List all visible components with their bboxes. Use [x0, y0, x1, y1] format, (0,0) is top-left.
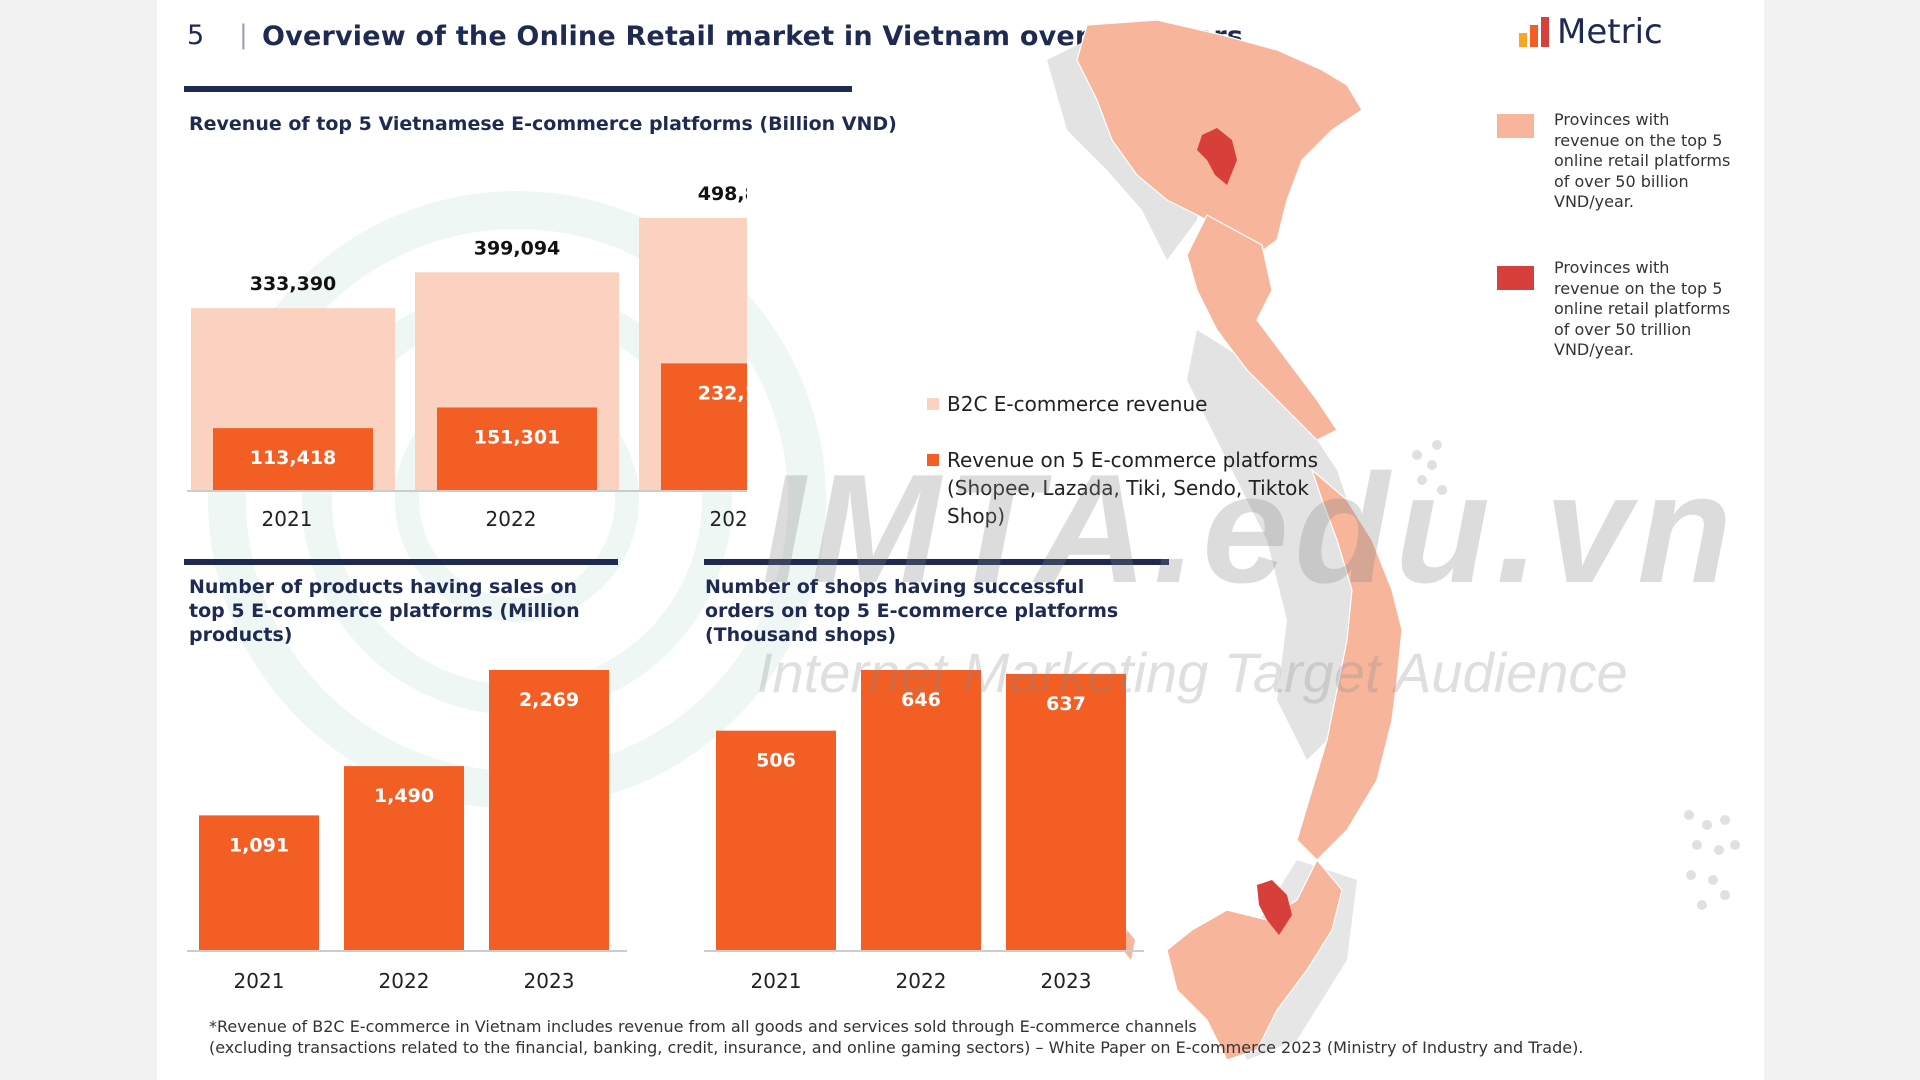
metric-logo: Metric — [1519, 12, 1663, 52]
legend-b2c-label: B2C E-commerce revenue — [947, 392, 1208, 416]
vietnam-map — [1047, 19, 1447, 1061]
map-north-central — [1186, 214, 1338, 441]
chart2-bar-2022 — [344, 766, 464, 950]
hanoi-highlight — [1197, 128, 1237, 185]
legend-platforms-label: Revenue on 5 E-commerce platforms (Shope… — [947, 448, 1319, 528]
map-legend-text-light: Provinces with revenue on the top 5 onli… — [1554, 110, 1731, 211]
chart1-label-b2c-2021: 333,390 — [250, 273, 337, 295]
map-legend-text-dark: Provinces with revenue on the top 5 onli… — [1554, 258, 1731, 359]
chart2-label-2022: 1,490 — [374, 785, 434, 807]
footnote-line2: (excluding transactions related to the f… — [209, 1038, 1584, 1057]
watermark-main: IMTA.edu.vn — [762, 442, 1738, 615]
chart3-label-2022: 646 — [901, 689, 941, 711]
chart2-products: 1,091 2021 1,490 2022 2,269 2023 — [187, 670, 627, 993]
chart3-bar-2023 — [1006, 673, 1126, 950]
chart3-xtick-2022: 2022 — [896, 969, 947, 993]
chart1-revenue: 333,390 113,418 2021 399,094 151,301 2022 498,… — [187, 183, 747, 531]
logo-text: Metric — [1557, 12, 1663, 52]
chart2-xtick-2023: 2023 — [524, 969, 575, 993]
chart2-rule — [184, 559, 618, 565]
map-legend-swatch-light — [1497, 114, 1534, 138]
chart3-bar-2022 — [861, 670, 981, 950]
chart3-title: Number of shops having successful orders… — [705, 576, 1119, 646]
legend-platforms: Revenue on 5 E-commerce platforms (Shope… — [927, 446, 1367, 530]
chart1-bar-platforms-2022 — [437, 407, 597, 490]
chart3-label-2021: 506 — [756, 750, 796, 772]
legend-b2c-swatch — [927, 398, 939, 410]
legend-platforms-swatch — [927, 454, 939, 466]
chart1-label-platforms-2021: 113,418 — [250, 447, 337, 469]
legend-b2c: B2C E-commerce revenue — [927, 390, 1207, 418]
chart3-bar-2021 — [716, 730, 836, 950]
chart1-bar-platforms-2023 — [661, 363, 747, 490]
page-number: 5 — [187, 20, 205, 51]
footnote: *Revenue of B2C E-commerce in Vietnam in… — [209, 1016, 1669, 1058]
chart1-label-platforms-2023: 232,134 — [698, 382, 747, 404]
chart2-label-2023: 2,269 — [519, 689, 579, 711]
chart1-label-b2c-2023: 498,868 — [698, 183, 747, 205]
title-separator: | — [239, 20, 248, 50]
chart1-xtick-2021: 2021 — [262, 507, 313, 531]
chart2-title: Number of products having sales on top 5… — [189, 576, 580, 646]
chart3-shops: 506 2021 646 2022 637 2023 — [704, 670, 1144, 993]
chart2-bar-2023 — [489, 670, 609, 950]
chart1-xtick-2023: 2023 — [710, 507, 747, 531]
chart1-xtick-2022: 2022 — [486, 507, 537, 531]
chart2-label-2021: 1,091 — [229, 834, 289, 856]
chart2-xtick-2021: 2021 — [234, 969, 285, 993]
hcmc-highlight — [1257, 880, 1292, 935]
chart1-label-platforms-2022: 151,301 — [474, 426, 561, 448]
chart1-label-b2c-2022: 399,094 — [474, 237, 561, 259]
map-south — [1166, 858, 1343, 1061]
bar-chart-icon — [1519, 17, 1549, 47]
chart1-title: Revenue of top 5 Vietnamese E-commerce p… — [189, 113, 897, 135]
paracel-islands-dots — [1684, 810, 1740, 910]
header-rule — [184, 86, 852, 92]
chart3-xtick-2021: 2021 — [751, 969, 802, 993]
chart2-xtick-2022: 2022 — [379, 969, 430, 993]
footnote-line1: *Revenue of B2C E-commerce in Vietnam in… — [209, 1017, 1197, 1036]
chart3-xtick-2023: 2023 — [1041, 969, 1092, 993]
chart3-rule — [704, 559, 1169, 565]
chart1-bar-platforms-2021 — [213, 428, 373, 490]
map-legend-swatch-dark — [1497, 266, 1534, 290]
chart2-bar-2021 — [199, 815, 319, 950]
chart3-label-2023: 637 — [1046, 693, 1086, 715]
watermark-sub: Internet Marketing Target Audience — [757, 641, 1628, 704]
slide: 5 | Overview of the Online Retail market… — [157, 0, 1764, 1080]
